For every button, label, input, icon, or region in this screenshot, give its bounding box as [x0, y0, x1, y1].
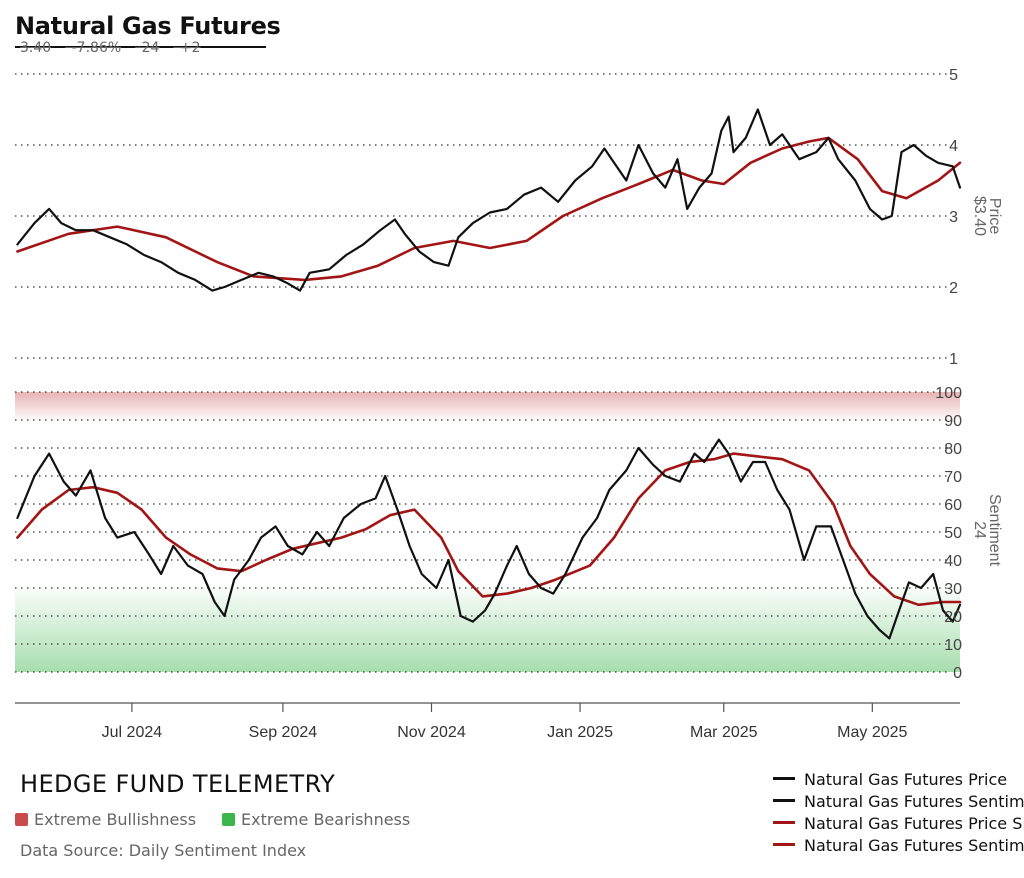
- x-tick-label: Jul 2024: [102, 724, 163, 741]
- x-tick-label: Sep 2024: [249, 724, 318, 741]
- legend-bull-zone: Extreme Bullishness: [15, 810, 196, 829]
- bull-label: Extreme Bullishness: [34, 810, 197, 829]
- sentiment-tick-label: 90: [944, 413, 962, 430]
- bear-zone-band: [15, 588, 960, 672]
- sentiment-sma-line: [16, 452, 962, 607]
- sentiment-line: [16, 438, 962, 640]
- bull-swatch: [15, 813, 28, 826]
- brand-name: HEDGE FUND TELEMETRY: [20, 770, 336, 798]
- price-axis-title: Price: [986, 198, 1003, 235]
- header-stats: 3.40 -7.86% 24 +2: [20, 40, 215, 56]
- sentiment-axis-title: Sentiment: [986, 494, 1003, 567]
- sentiment-tick-label: 60: [944, 497, 962, 514]
- legend-item[interactable]: Natural Gas Futures Sentiment SMA: [773, 836, 1024, 858]
- change-percent: -7.86%: [71, 40, 122, 56]
- last-price: 3.40: [20, 40, 52, 56]
- x-tick-label: Mar 2025: [690, 724, 758, 741]
- legend-label: Natural Gas Futures Price SMA: [804, 814, 1024, 833]
- chart-title: Natural Gas Futures: [15, 12, 281, 40]
- legend-line-swatch: [773, 843, 795, 846]
- sentiment-change: +2: [179, 40, 201, 56]
- price-axis-value: $3.40: [971, 196, 988, 236]
- price-tick-label: 4: [949, 138, 958, 155]
- sentiment-tick-label: 0: [953, 665, 962, 682]
- bull-zone-band: [15, 392, 960, 420]
- price-sma-line: [16, 136, 962, 282]
- x-tick-label: Jan 2025: [547, 724, 613, 741]
- x-tick-label: May 2025: [837, 724, 907, 741]
- legend-line-swatch: [773, 777, 795, 780]
- sentiment-tick-label: 20: [944, 609, 962, 626]
- legend-item[interactable]: Natural Gas Futures Sentiment: [773, 792, 1024, 814]
- price-tick-label: 3: [949, 209, 958, 226]
- data-source: Data Source: Daily Sentiment Index: [20, 841, 307, 860]
- sentiment-tick-label: 40: [944, 553, 962, 570]
- legend-item[interactable]: Natural Gas Futures Price SMA: [773, 814, 1024, 836]
- title-underline: [15, 46, 266, 48]
- legend-bear-zone: Extreme Bearishness: [222, 810, 410, 829]
- price-tick-label: 1: [949, 351, 958, 368]
- legend-label: Natural Gas Futures Price: [804, 770, 1008, 789]
- sentiment-tick-label: 100: [935, 385, 962, 402]
- x-tick-label: Nov 2024: [397, 724, 466, 741]
- sentiment-axis-value: 24: [971, 521, 988, 539]
- sentiment-tick-label: 10: [944, 637, 962, 654]
- bear-swatch: [222, 813, 235, 826]
- sentiment-tick-label: 30: [944, 581, 962, 598]
- price-tick-label: 2: [949, 280, 958, 297]
- legend-label: Natural Gas Futures Sentiment: [804, 792, 1024, 811]
- legend-item[interactable]: Natural Gas Futures Price: [773, 770, 1024, 792]
- sentiment-value: 24: [141, 40, 160, 56]
- bear-label: Extreme Bearishness: [241, 810, 411, 829]
- sentiment-tick-label: 80: [944, 441, 962, 458]
- legend-label: Natural Gas Futures Sentiment SMA: [804, 836, 1024, 855]
- sentiment-tick-label: 70: [944, 469, 962, 486]
- legend-line-swatch: [773, 821, 795, 824]
- price-tick-label: 5: [949, 67, 958, 84]
- price-line: [16, 108, 962, 292]
- legend-line-swatch: [773, 799, 795, 802]
- series-legend: Natural Gas Futures Price Natural Gas Fu…: [773, 770, 1024, 858]
- sentiment-tick-label: 50: [944, 525, 962, 542]
